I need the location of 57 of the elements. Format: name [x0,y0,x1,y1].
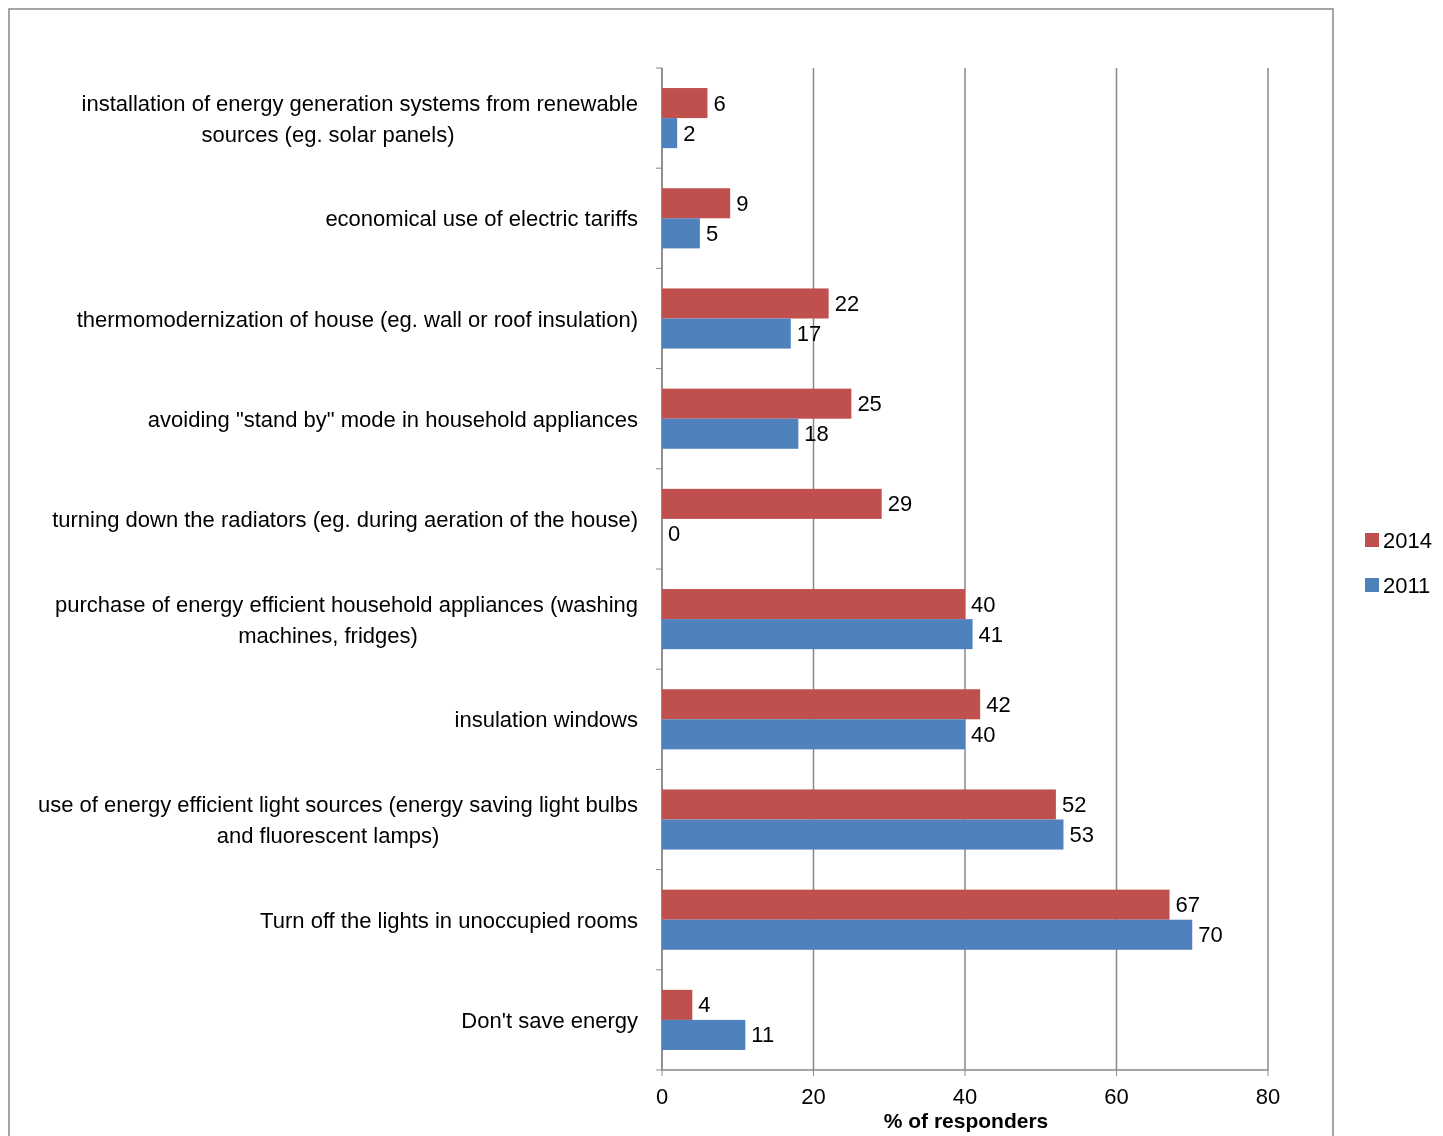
bar [662,1019,746,1050]
data-label: 9 [736,190,749,216]
data-label: 17 [796,321,822,347]
bar [662,789,1056,820]
data-label: 11 [751,1022,775,1048]
data-label: 5 [705,220,719,246]
data-label: 0 [668,521,681,547]
bar [662,218,700,249]
bar [662,589,965,620]
data-label: 70 [1198,922,1223,948]
y-tick-label: installation of energy generation systems from renewable sources (eg. solar panels) [81,90,638,147]
data-label: 2 [683,120,696,146]
bar [662,719,965,750]
bar [662,488,882,519]
bar [662,188,731,219]
x-tick-label: 0 [655,1084,669,1109]
data-label: 67 [1175,892,1201,918]
data-label: 29 [887,491,913,517]
bar [662,288,829,319]
y-tick-label: purchase of energy efficient household appliances (washing machines, fridges) [55,591,638,648]
y-tick-label: thermomodernization of house (eg. wall or roof insulation) [76,306,638,332]
x-tick-label: 60 [1104,1084,1129,1109]
data-label: 41 [978,621,1004,647]
bar [662,819,1064,850]
bar [662,388,852,419]
y-tick-label: turning down the radiators (eg. during aeration of the house) [52,506,638,532]
data-label: 25 [857,391,882,417]
bar [662,919,1193,950]
y-tick-label: avoiding "stand by" mode in household appliances [147,406,638,432]
data-label: 53 [1069,822,1094,848]
bar [662,989,693,1020]
data-label: 18 [804,421,829,447]
bar [662,118,678,149]
bar [662,619,973,650]
bar [662,318,791,349]
data-label: 42 [986,691,1011,717]
bar [662,889,1170,920]
x-tick-label: 80 [1255,1084,1281,1109]
y-tick-label: Turn off the lights in unoccupied rooms [260,907,638,933]
data-label: 6 [713,90,726,116]
data-label: 22 [834,290,860,316]
legend-label: 2014 [1383,527,1432,553]
data-label: 40 [971,591,996,617]
y-tick-label: Don't save energy [461,1007,638,1033]
bar [662,418,799,449]
data-label: 52 [1061,791,1087,817]
y-tick-label: insulation windows [454,707,638,733]
x-tick-label: 20 [801,1084,826,1109]
y-tick-label: use of energy efficient light sources (energy saving light bulbs and fluorescent lamps) [37,792,638,848]
x-axis-title: % of responders [883,1109,1049,1132]
x-tick-label: 40 [952,1084,978,1109]
legend-label: 2011 [1383,572,1431,598]
data-label: 40 [971,721,996,747]
bar [662,689,981,720]
y-tick-label: economical use of electric tariffs [325,206,638,232]
bar [662,88,708,119]
data-label: 4 [698,992,711,1018]
